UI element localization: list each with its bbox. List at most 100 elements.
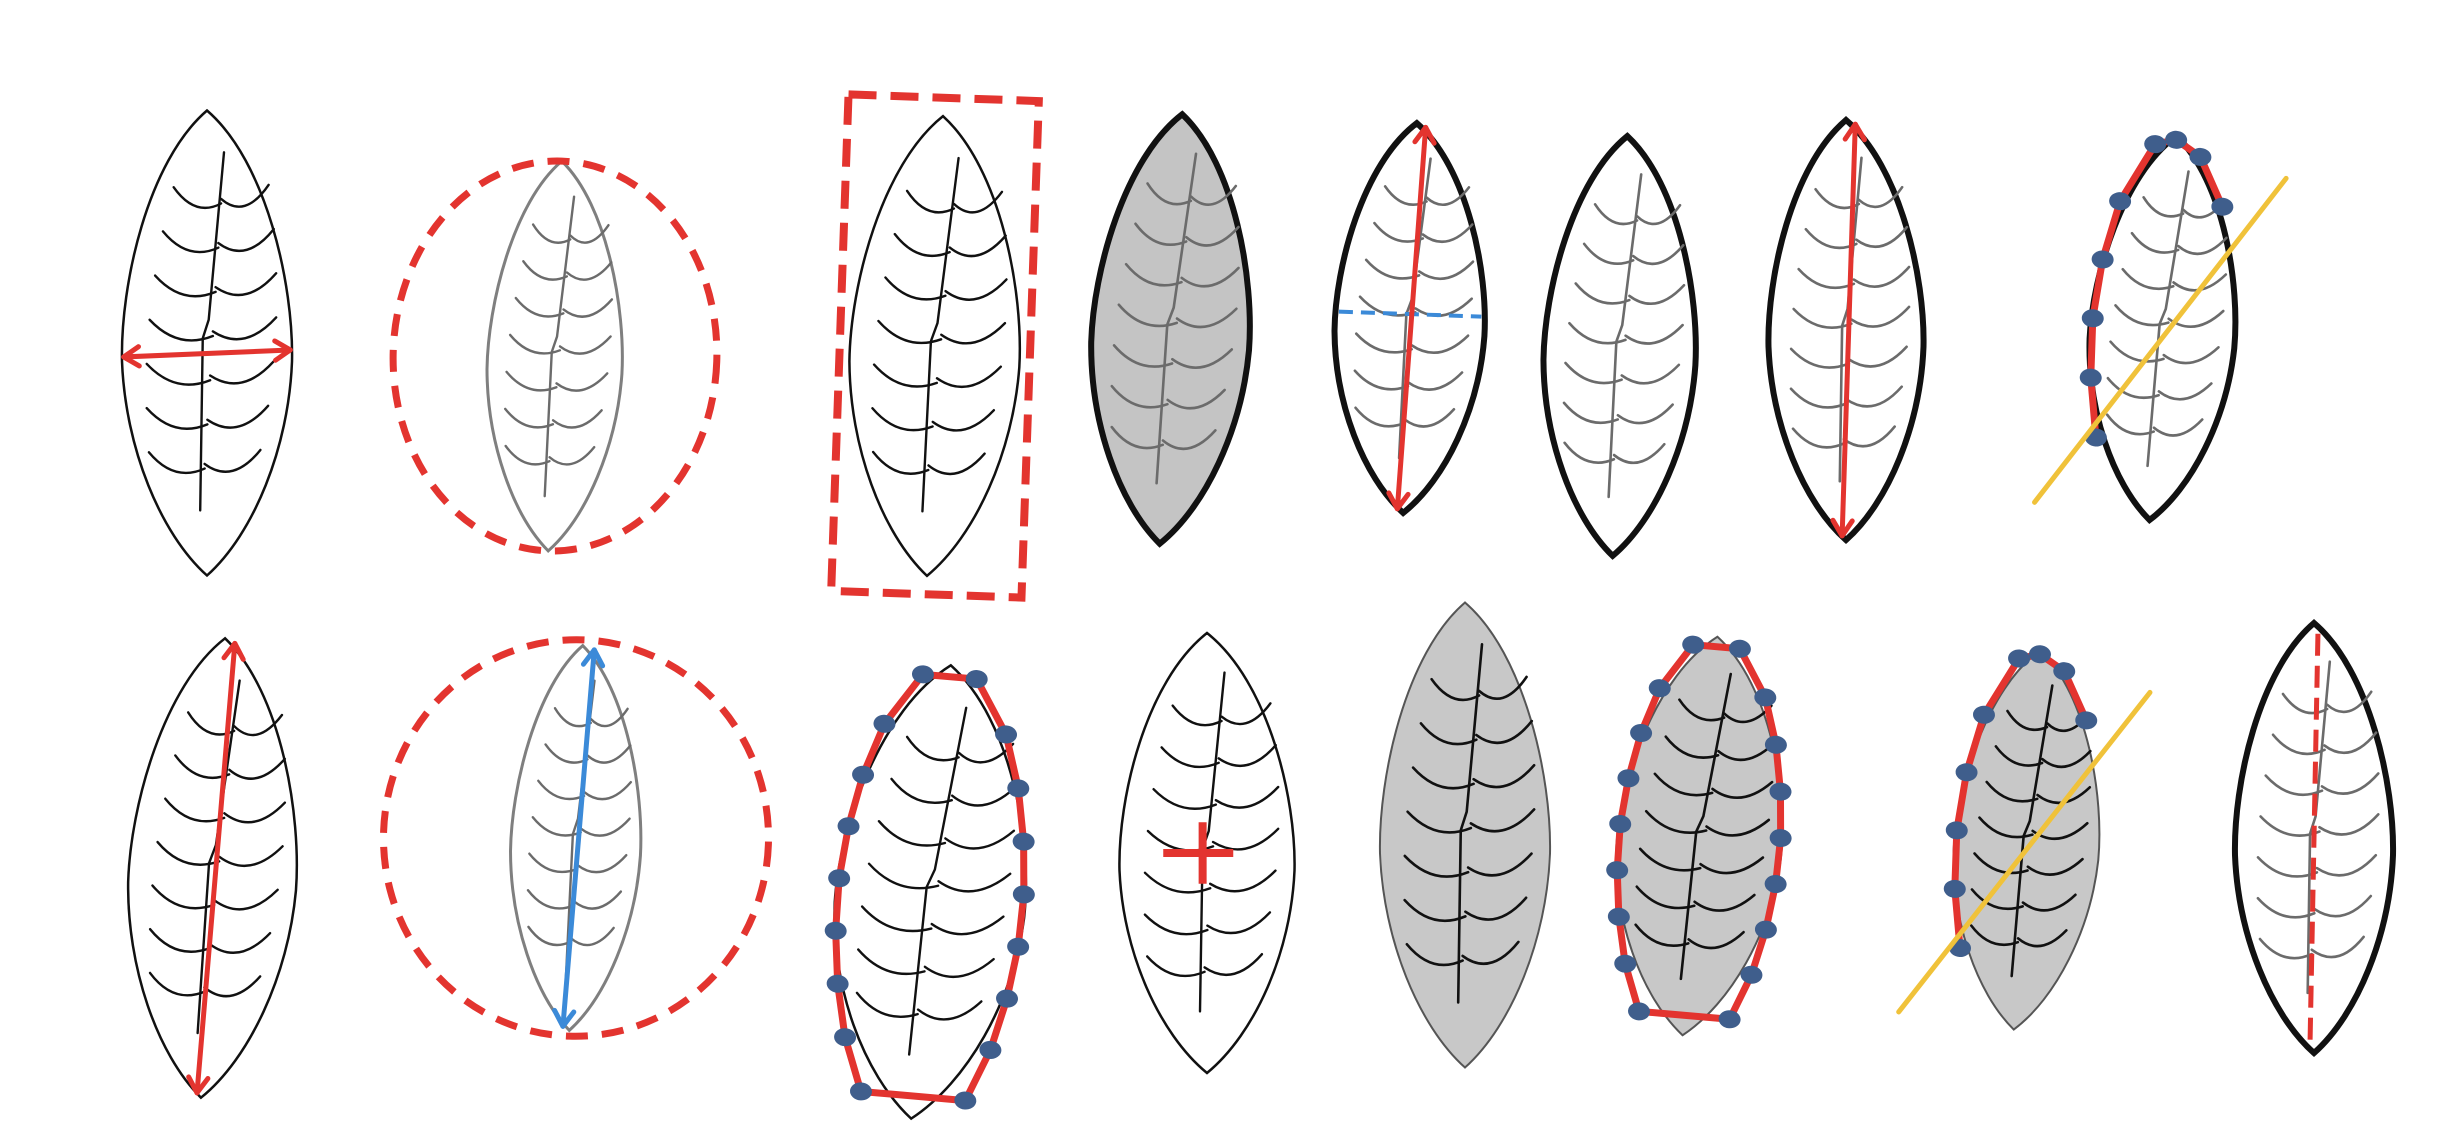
landmark-dot <box>837 817 860 836</box>
lateral-vein <box>1638 847 1702 872</box>
lateral-vein <box>940 321 1007 345</box>
lateral-vein <box>1166 388 1226 410</box>
midrib <box>1679 672 1733 981</box>
lateral-vein <box>1612 442 1666 464</box>
midrib <box>1607 173 1643 499</box>
lateral-vein <box>1634 923 1690 948</box>
lateral-vein <box>1789 347 1851 369</box>
lateral-vein <box>1145 955 1206 978</box>
landmark-dot <box>2053 662 2076 681</box>
lateral-vein <box>1850 305 1911 328</box>
lateral-vein <box>1624 323 1684 345</box>
lateral-vein <box>569 926 615 947</box>
lateral-vein <box>2320 772 2380 795</box>
lateral-vein <box>1466 852 1533 877</box>
lateral-vein <box>2121 267 2175 291</box>
lateral-vein <box>2106 376 2160 400</box>
lateral-vein <box>147 451 206 475</box>
length-arrow <box>1386 124 1437 512</box>
lateral-vein <box>1842 425 1896 448</box>
lateral-vein <box>148 971 206 997</box>
landmark-dot <box>1648 679 1671 698</box>
landmark-dot <box>2008 649 2031 668</box>
lateral-vein <box>1403 407 1456 428</box>
midrib <box>907 706 968 1056</box>
landmark-dot <box>1630 723 1653 742</box>
lateral-vein <box>203 448 262 473</box>
length-arrow <box>186 640 246 1096</box>
lateral-vein <box>1574 282 1631 305</box>
lateral-vein <box>2313 894 2373 918</box>
landmark-dot <box>834 1028 857 1047</box>
lateral-vein <box>2258 937 2314 960</box>
lateral-vein <box>2130 231 2180 254</box>
lateral-vein <box>161 230 220 254</box>
lateral-vein <box>1978 816 2034 839</box>
lateral-vein <box>1564 361 1623 385</box>
lateral-vein <box>1847 345 1908 368</box>
arrow-head <box>1830 517 1855 539</box>
landmark-dot <box>2081 309 2104 328</box>
landmark-dot <box>2189 147 2212 166</box>
lateral-vein <box>531 816 582 837</box>
lateral-vein <box>2006 709 2049 732</box>
lateral-vein <box>576 853 628 874</box>
landmark-dot <box>850 1082 872 1101</box>
lateral-vein <box>952 190 1004 214</box>
arrow-shaft <box>194 640 238 1096</box>
landmark-dot <box>828 869 851 888</box>
landmark-dot <box>1769 782 1792 801</box>
landmark-dot <box>2144 135 2167 154</box>
lateral-vein <box>558 335 612 355</box>
lateral-vein <box>1845 385 1904 408</box>
lateral-vein <box>1653 772 1714 797</box>
leaf-b2 <box>379 636 773 1040</box>
dashed-bounding-box <box>827 90 1043 602</box>
lateral-vein <box>2026 857 2084 876</box>
lateral-vein <box>872 363 939 388</box>
lateral-vein <box>1406 810 1473 834</box>
lateral-vein <box>1146 182 1193 206</box>
lateral-vein <box>948 234 1007 258</box>
leaf-t3 <box>827 90 1043 602</box>
lateral-vein <box>2325 690 2373 714</box>
lateral-vein <box>528 852 579 874</box>
arrow-head <box>1842 121 1867 143</box>
lateral-vein <box>1353 369 1410 391</box>
lateral-vein <box>526 889 576 910</box>
leaf-outline <box>120 108 294 578</box>
lateral-vein <box>1699 856 1765 875</box>
arrow-head <box>1386 490 1411 512</box>
lateral-vein <box>1217 744 1277 767</box>
lateral-vein <box>1143 871 1212 894</box>
midrib <box>2306 660 2332 995</box>
midrib <box>2010 684 2054 978</box>
lateral-vein <box>1469 808 1536 833</box>
lateral-vein <box>562 298 614 318</box>
arrow-head <box>272 338 293 363</box>
landmark-dot <box>852 765 875 784</box>
lateral-vein <box>589 707 629 728</box>
midrib <box>2146 170 2190 468</box>
lateral-vein <box>1628 283 1686 305</box>
lateral-vein <box>1994 745 2044 767</box>
lateral-vein <box>214 272 278 297</box>
landmark-dot <box>1012 832 1035 851</box>
landmark-dot <box>1754 920 1777 939</box>
lateral-vein <box>877 319 943 345</box>
lateral-vein <box>218 845 284 867</box>
midrib <box>1397 157 1432 460</box>
lateral-vein <box>937 872 1012 893</box>
lateral-vein <box>1593 203 1639 226</box>
lateral-vein <box>1403 898 1467 923</box>
lateral-vein <box>1973 852 2029 875</box>
lateral-vein <box>944 829 1016 850</box>
landmark-dot <box>965 670 988 689</box>
lateral-vein <box>893 232 951 258</box>
lateral-vein <box>1857 185 1904 209</box>
lateral-vein <box>1403 854 1470 878</box>
lateral-vein <box>2157 382 2213 401</box>
landmark-dot <box>2075 711 2098 730</box>
lateral-vein <box>855 991 919 1018</box>
lateral-vein <box>206 404 270 429</box>
